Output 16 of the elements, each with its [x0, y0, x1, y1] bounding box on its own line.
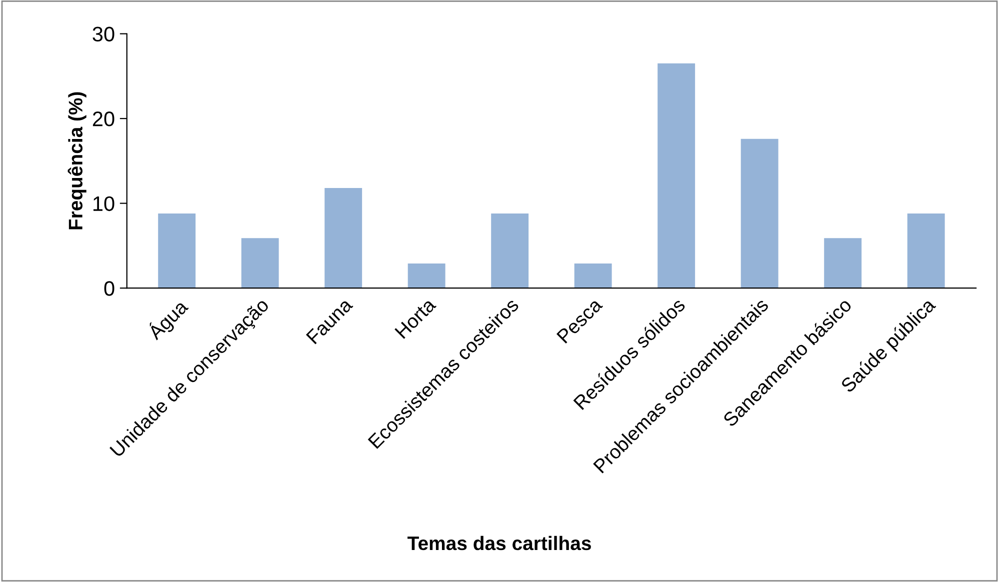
y-axis-title: Frequência (%) [68, 92, 86, 230]
bar [658, 63, 696, 288]
x-axis-title: Temas das cartilhas [407, 536, 591, 550]
y-tick-label: 20 [92, 112, 114, 126]
bar [491, 213, 529, 288]
bar [740, 138, 778, 288]
bar [907, 213, 945, 288]
y-tick-label: 10 [93, 196, 114, 212]
y-tick-label: 30 [92, 26, 114, 42]
bar [824, 238, 862, 288]
bar [241, 238, 279, 288]
bar [408, 264, 446, 288]
bar [158, 213, 196, 288]
bar [324, 188, 362, 288]
bar [574, 264, 612, 288]
y-tick-label: 0 [104, 281, 114, 296]
